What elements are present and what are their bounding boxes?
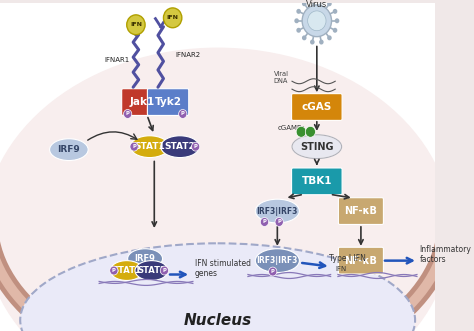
Circle shape — [130, 142, 138, 151]
FancyBboxPatch shape — [338, 198, 383, 224]
Text: Inflammatory
factors: Inflammatory factors — [419, 245, 472, 264]
Text: P: P — [271, 269, 275, 274]
Ellipse shape — [128, 249, 163, 268]
Text: NF-κB: NF-κB — [345, 256, 377, 266]
Circle shape — [164, 8, 182, 28]
Text: Virus: Virus — [306, 0, 328, 10]
Circle shape — [260, 217, 269, 226]
Text: STING: STING — [300, 142, 334, 152]
Circle shape — [302, 1, 307, 6]
Circle shape — [124, 110, 132, 118]
Ellipse shape — [50, 139, 88, 161]
Text: IRF3|IRF3: IRF3|IRF3 — [256, 207, 298, 215]
Ellipse shape — [255, 249, 300, 272]
Circle shape — [179, 110, 187, 118]
Text: cGAMPs: cGAMPs — [277, 125, 305, 131]
Text: STAT1: STAT1 — [134, 142, 165, 151]
Text: NF-κB: NF-κB — [345, 206, 377, 216]
Circle shape — [310, 40, 315, 45]
Circle shape — [269, 267, 277, 276]
Circle shape — [275, 217, 283, 226]
Text: P: P — [112, 268, 116, 273]
Text: IFNAR1: IFNAR1 — [104, 58, 129, 64]
Circle shape — [305, 126, 316, 137]
Ellipse shape — [110, 260, 143, 280]
FancyBboxPatch shape — [292, 94, 342, 120]
Text: IFNAR2: IFNAR2 — [175, 53, 201, 59]
Circle shape — [333, 28, 337, 33]
Text: IFN: IFN — [335, 265, 346, 271]
Text: P: P — [126, 112, 129, 117]
Text: Tyk2: Tyk2 — [155, 97, 182, 107]
Circle shape — [302, 35, 307, 40]
Text: STAT2: STAT2 — [137, 266, 166, 275]
Text: IRF9: IRF9 — [57, 145, 80, 154]
Text: IFN: IFN — [167, 15, 179, 20]
Circle shape — [327, 1, 332, 6]
Ellipse shape — [161, 136, 199, 158]
Circle shape — [296, 9, 301, 14]
Circle shape — [160, 266, 169, 275]
Circle shape — [327, 35, 332, 40]
FancyBboxPatch shape — [338, 247, 383, 274]
FancyBboxPatch shape — [147, 89, 189, 116]
Circle shape — [191, 142, 200, 151]
Text: IRF3|IRF3: IRF3|IRF3 — [256, 256, 298, 265]
Circle shape — [110, 266, 118, 275]
Ellipse shape — [255, 199, 300, 223]
Ellipse shape — [135, 260, 168, 280]
Text: Nucleus: Nucleus — [183, 312, 252, 328]
Text: Type I IFN: Type I IFN — [329, 254, 365, 263]
Circle shape — [319, 40, 324, 45]
Circle shape — [294, 18, 299, 23]
Text: P: P — [277, 219, 281, 224]
Text: TBK1: TBK1 — [301, 176, 332, 186]
Text: IFN: IFN — [130, 22, 142, 27]
Circle shape — [296, 126, 306, 137]
Text: P: P — [163, 268, 166, 273]
Ellipse shape — [0, 48, 452, 331]
Text: cGAS: cGAS — [302, 102, 332, 112]
Ellipse shape — [20, 243, 415, 331]
Ellipse shape — [130, 136, 169, 158]
Text: Jak1: Jak1 — [130, 97, 155, 107]
Ellipse shape — [292, 135, 342, 159]
Text: STAT2: STAT2 — [164, 142, 195, 151]
Text: Viral
DNA: Viral DNA — [273, 71, 289, 84]
Text: STAT1: STAT1 — [112, 266, 141, 275]
Text: IRF9: IRF9 — [135, 254, 155, 263]
Circle shape — [127, 15, 145, 35]
Circle shape — [335, 18, 339, 23]
Text: P: P — [194, 144, 198, 149]
Text: P: P — [263, 219, 266, 224]
Text: IFN stimulated
genes: IFN stimulated genes — [195, 259, 251, 278]
FancyBboxPatch shape — [122, 89, 163, 116]
Text: P: P — [132, 144, 136, 149]
Circle shape — [333, 9, 337, 14]
FancyBboxPatch shape — [292, 168, 342, 195]
Circle shape — [308, 11, 326, 31]
Circle shape — [319, 0, 324, 2]
Text: P: P — [181, 112, 185, 117]
Circle shape — [302, 5, 331, 37]
Circle shape — [296, 28, 301, 33]
Circle shape — [310, 0, 315, 2]
